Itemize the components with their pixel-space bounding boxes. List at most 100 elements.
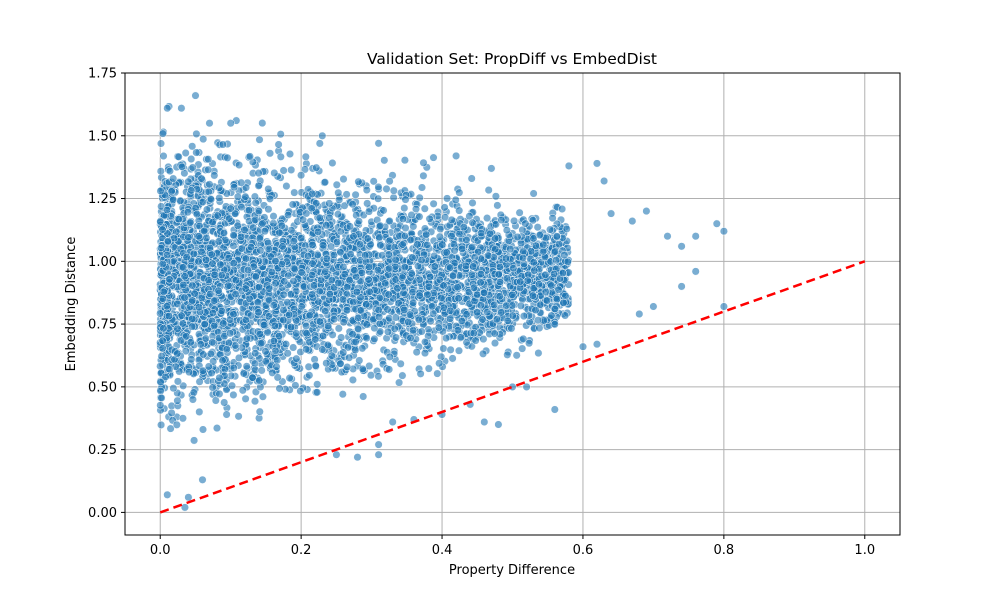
data-point xyxy=(249,223,258,232)
data-point xyxy=(550,247,560,256)
data-point xyxy=(355,356,364,365)
data-point xyxy=(311,361,320,370)
data-point xyxy=(208,259,217,268)
data-point xyxy=(374,139,383,148)
data-point xyxy=(222,410,231,419)
data-point xyxy=(429,199,438,208)
data-point xyxy=(562,224,571,233)
data-point xyxy=(354,177,363,186)
data-point xyxy=(415,275,424,284)
data-point xyxy=(256,246,265,255)
data-point xyxy=(506,244,515,254)
data-point xyxy=(434,323,443,332)
data-point xyxy=(300,165,309,174)
data-point xyxy=(355,240,365,249)
data-point xyxy=(528,291,537,300)
data-point xyxy=(250,397,260,406)
data-point xyxy=(364,207,374,216)
data-point xyxy=(649,302,658,311)
data-point xyxy=(677,282,686,291)
data-point xyxy=(391,333,401,342)
data-point xyxy=(205,180,214,189)
data-point xyxy=(455,188,464,197)
data-point xyxy=(486,229,495,238)
data-point xyxy=(455,206,464,215)
data-point xyxy=(156,401,165,410)
data-point xyxy=(242,334,252,343)
data-point xyxy=(210,270,219,279)
data-point xyxy=(491,245,500,254)
data-point xyxy=(578,342,588,351)
data-point xyxy=(468,218,477,227)
data-point xyxy=(251,198,260,207)
data-point xyxy=(529,258,538,267)
data-point xyxy=(547,281,556,290)
data-point xyxy=(194,303,204,312)
data-point xyxy=(429,153,438,162)
data-point xyxy=(222,345,231,354)
data-point xyxy=(285,310,294,319)
data-point xyxy=(385,216,394,226)
data-point xyxy=(238,386,247,395)
data-point xyxy=(435,359,444,368)
data-point xyxy=(508,290,517,299)
data-point xyxy=(196,340,205,349)
data-point xyxy=(374,450,383,459)
data-point xyxy=(468,242,477,252)
data-point xyxy=(275,228,284,237)
data-point xyxy=(254,308,263,317)
data-point xyxy=(398,240,407,249)
data-point xyxy=(401,223,410,233)
data-point xyxy=(258,119,267,128)
data-point xyxy=(358,364,367,374)
data-point xyxy=(469,329,478,338)
data-point xyxy=(558,204,567,214)
data-point xyxy=(398,214,408,224)
data-point xyxy=(169,174,178,183)
y-tick-label: 0.50 xyxy=(88,380,117,395)
data-point xyxy=(198,475,207,484)
data-point xyxy=(212,424,222,433)
data-point xyxy=(375,233,384,242)
data-point xyxy=(198,198,207,207)
data-point xyxy=(635,309,644,319)
data-point xyxy=(289,237,298,246)
data-point xyxy=(385,177,394,186)
data-point xyxy=(443,194,452,203)
data-point xyxy=(188,296,197,305)
data-point xyxy=(534,280,544,289)
data-point xyxy=(204,165,213,174)
data-point xyxy=(412,348,421,357)
data-point xyxy=(318,345,327,354)
y-tick-label: 1.50 xyxy=(88,129,117,144)
data-point xyxy=(398,371,407,380)
data-point xyxy=(473,290,482,299)
data-point xyxy=(552,232,561,241)
data-point xyxy=(274,332,284,341)
data-point xyxy=(257,339,266,348)
data-point xyxy=(691,232,700,241)
data-point xyxy=(438,240,447,249)
data-point xyxy=(220,398,229,407)
data-point xyxy=(211,396,220,405)
data-point xyxy=(345,222,354,231)
data-point xyxy=(167,408,176,417)
data-point xyxy=(467,270,477,279)
data-point xyxy=(309,281,319,290)
data-point xyxy=(158,129,167,138)
data-point xyxy=(325,213,334,222)
data-point xyxy=(163,104,172,113)
data-point xyxy=(550,405,559,414)
data-point xyxy=(430,262,439,271)
data-point xyxy=(192,129,201,138)
data-point xyxy=(425,214,434,223)
data-point xyxy=(446,314,455,323)
data-point xyxy=(237,178,246,187)
data-point xyxy=(561,311,570,320)
data-point xyxy=(245,294,254,303)
data-point xyxy=(192,148,201,157)
data-point xyxy=(407,269,416,278)
data-point xyxy=(552,295,562,304)
data-point xyxy=(321,307,330,316)
data-point xyxy=(217,271,226,280)
